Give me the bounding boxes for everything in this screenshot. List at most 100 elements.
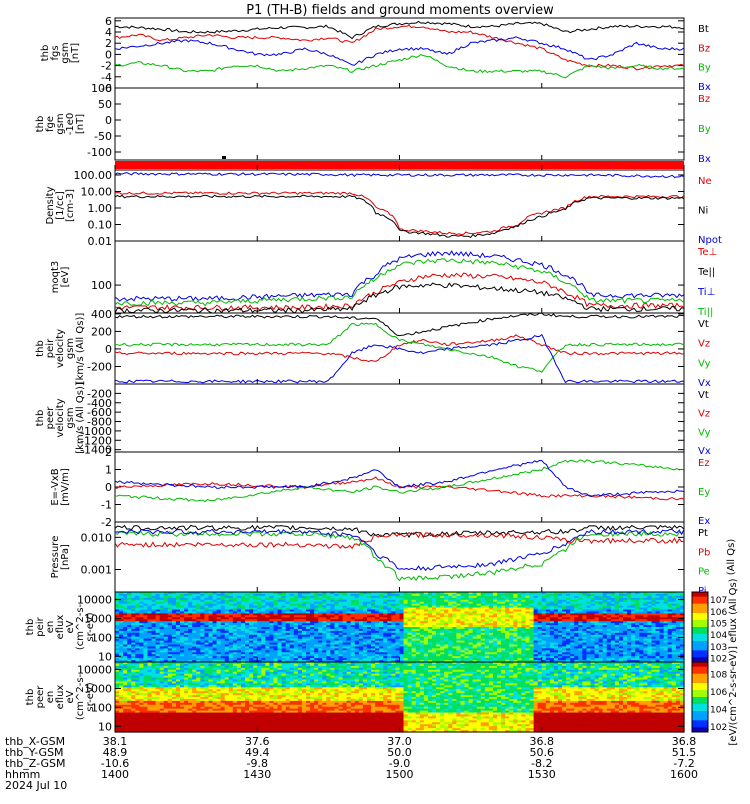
y-tick-label: 10.00 (81, 185, 113, 198)
series-line (115, 173, 684, 178)
y-label-line: [cm-3] (65, 189, 76, 222)
legend-label: Bt (698, 24, 709, 35)
panel-frame (115, 88, 684, 160)
y-label-line: [mV/m] (60, 468, 71, 506)
series-line (115, 259, 684, 306)
legend-label: Pb (698, 547, 710, 558)
y-tick-label: -1 (101, 499, 112, 512)
series-line (115, 529, 684, 570)
y-tick-label: -2 (101, 516, 112, 529)
y-label-line: [nT] (75, 114, 86, 134)
y-tick-label: -200 (87, 387, 112, 400)
panel-frame (115, 384, 684, 452)
y-axis-label: Pressure[nPa] (50, 536, 71, 579)
y-tick-label: -50 (94, 130, 112, 143)
series-line (115, 461, 684, 497)
panel-7: -2 -1 0 1 2 E=-VxB[mV/m] Ez Ey Ex (50, 446, 710, 529)
legend-label: Ez (698, 458, 710, 469)
legend-label: Ni (698, 206, 708, 217)
legend-label: Bx (698, 154, 711, 165)
series-line (115, 477, 684, 500)
legend-label: Pt (698, 528, 708, 539)
legend-label: Ti⊥ (697, 287, 715, 298)
legend-label: Ti|| (697, 307, 713, 318)
series-line (115, 335, 684, 383)
y-axis-label: moqt3[eV] (50, 261, 71, 294)
y-tick-label: 0.001 (81, 564, 113, 577)
y-tick-label: 0.01 (88, 235, 113, 248)
y-tick-label: 100 (91, 82, 112, 95)
legend-label: Bx (698, 82, 711, 93)
y-tick-label: 400 (91, 308, 112, 321)
y-tick-label: -200 (87, 360, 112, 373)
side-label: (All Qs) (726, 539, 737, 576)
y-tick-label: 100.00 (74, 169, 113, 182)
legend-label: Bz (698, 94, 710, 105)
legend-label: Te⊥ (697, 247, 717, 258)
y-tick-label: 0.10 (88, 218, 113, 231)
series-line (115, 55, 684, 78)
y-label-line: [nT] (70, 43, 81, 63)
legend-label: Vt (698, 390, 709, 401)
legend-label: Bz (698, 43, 710, 54)
series-line (115, 313, 684, 336)
plot-title: P1 (TH-B) fields and ground moments over… (246, 3, 554, 18)
y-tick-label: 0.010 (81, 531, 113, 544)
y-tick-label: 1.00 (88, 202, 113, 215)
legend-label: Vy (698, 427, 711, 438)
legend-label: By (698, 63, 711, 74)
y-label-line: [eV] (60, 267, 71, 288)
legend-label: Ne (698, 176, 712, 187)
panel-frame (115, 241, 684, 313)
y-tick-label: -100 (87, 146, 112, 159)
y-tick-label: 1 (105, 464, 112, 477)
y-tick-label: 0 (105, 343, 112, 356)
panel-frame (115, 18, 684, 88)
legend-label: Vz (698, 339, 710, 350)
series-line (115, 531, 684, 580)
legend-label: Npot (698, 235, 722, 246)
series-line (115, 195, 684, 237)
legend-label: Te|| (697, 267, 715, 278)
y-label-line: [nPa] (60, 544, 71, 570)
series-line (115, 525, 684, 537)
y-label-line: [km/s (All Qs)] (75, 313, 86, 385)
series-line (115, 251, 684, 301)
legend-label: Vy (698, 358, 711, 369)
legend-label: Pe (698, 567, 710, 578)
y-tick-label: 200 (91, 325, 112, 338)
y-tick-label: 0 (105, 481, 112, 494)
legend-label: By (698, 124, 711, 135)
y-tick-label: 100 (91, 279, 112, 292)
side-label-text: (All Qs) (726, 539, 737, 576)
panel-4: 100 moqt3[eV] Te⊥ Te|| Ti⊥ Ti|| (50, 241, 717, 318)
legend-label: Vz (698, 409, 710, 420)
y-tick-label: 6 (105, 15, 112, 28)
y-tick-label: 2 (105, 37, 112, 50)
y-tick-label: 50 (98, 98, 112, 111)
legend-label: Vx (698, 446, 711, 457)
y-tick-label: 0 (105, 114, 112, 127)
legend-label: Ey (698, 487, 710, 498)
y-axis-label: E=-VxB[mV/m] (50, 468, 71, 506)
panel-3: 0.01 0.10 1.00 10.00 100.00 Density[1/cc][cm-… (45, 169, 722, 248)
legend-label: Vx (698, 378, 711, 389)
y-axis-label: Density[1/cc][cm-3] (45, 186, 76, 224)
y-tick-label: 0 (105, 48, 112, 61)
legend-label: Ex (698, 516, 710, 527)
y-tick-label: 2 (105, 446, 112, 459)
series-line (115, 273, 684, 310)
series-line (115, 37, 684, 65)
